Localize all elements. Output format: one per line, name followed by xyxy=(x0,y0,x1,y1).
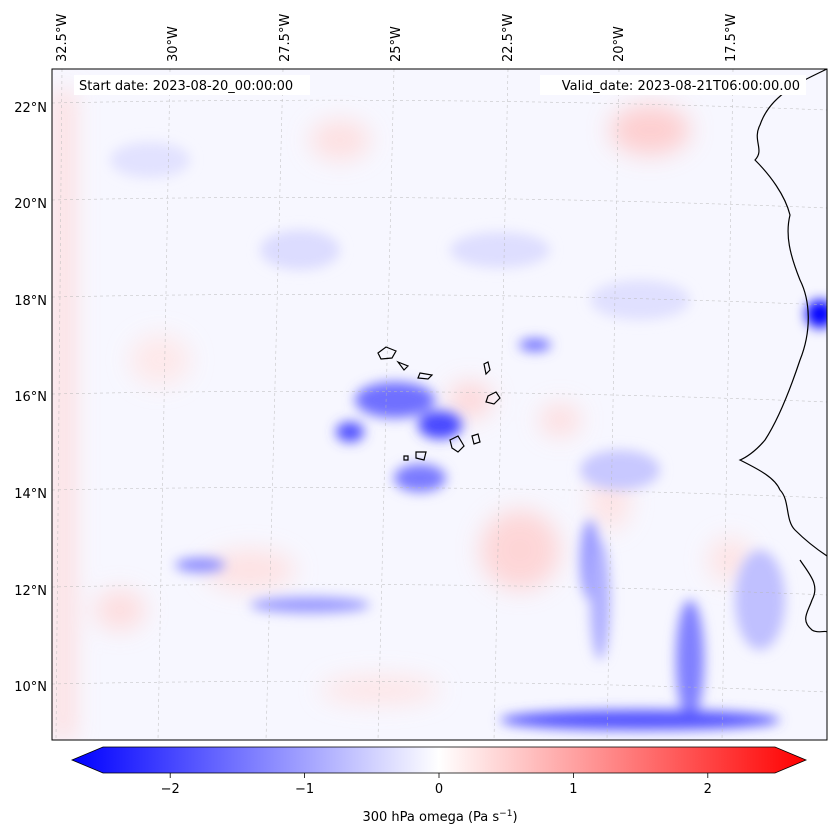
lon-label: 17.5°W xyxy=(724,14,739,62)
lon-label: 25°W xyxy=(389,26,404,62)
map-frame xyxy=(51,68,828,741)
colorbar-label: 300 hPa omega (Pa s−1) xyxy=(362,809,517,825)
lon-label: 22.5°W xyxy=(501,14,516,62)
colorbar-tick-label: −1 xyxy=(295,782,314,797)
lat-label: 10°N xyxy=(14,680,47,695)
cape-verde-islands xyxy=(377,346,501,461)
lat-label: 18°N xyxy=(14,294,47,309)
colorbar-label-sup: −1 xyxy=(499,809,512,819)
africa-coast xyxy=(738,69,827,557)
lon-label: 20°W xyxy=(612,26,627,62)
omega-negative-patches xyxy=(110,142,827,730)
longitude-labels: 32.5°W 30°W 27.5°W 25°W 22.5°W 20°W 17.5… xyxy=(55,14,739,62)
colorbar-bar xyxy=(70,746,808,774)
colorbar-tick-label: −2 xyxy=(161,782,180,797)
colorbar-tick-label: 2 xyxy=(704,782,712,797)
lon-label: 27.5°W xyxy=(278,14,293,62)
lat-label: 20°N xyxy=(14,197,47,212)
graticule xyxy=(52,69,827,740)
colorbar-tick-label: 0 xyxy=(435,782,443,797)
coastlines xyxy=(377,69,827,633)
colorbar-tick-label: 1 xyxy=(569,782,577,797)
colorbar-label-main: 300 hPa omega (Pa s xyxy=(362,810,499,825)
omega-field xyxy=(52,69,827,740)
lat-label: 14°N xyxy=(14,487,47,502)
lon-label: 32.5°W xyxy=(55,14,70,62)
lat-label: 22°N xyxy=(14,101,47,116)
colorbar-label-close: ) xyxy=(512,810,517,825)
colorbar-ticks: −2 −1 0 1 2 xyxy=(161,773,712,797)
valid-date-label: Valid_date: 2023-08-21T06:00:00.00 xyxy=(562,79,800,94)
latitude-labels: 22°N 20°N 18°N 16°N 14°N 12°N 10°N xyxy=(14,101,47,695)
lat-label: 12°N xyxy=(14,584,47,599)
lon-label: 30°W xyxy=(166,26,181,62)
omega-positive-patches xyxy=(52,90,752,740)
lat-label: 16°N xyxy=(14,390,47,405)
start-date-label: Start date: 2023-08-20_00:00:00 xyxy=(79,79,293,94)
colorbar: −2 −1 0 1 2 300 hPa omega (Pa s−1) xyxy=(70,746,808,825)
